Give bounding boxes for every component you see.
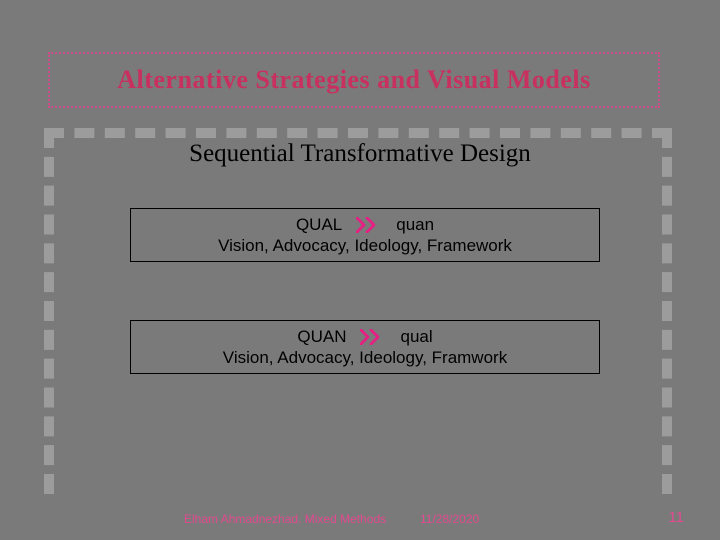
page-title: Alternative Strategies and Visual Models	[117, 65, 591, 95]
box2-sub: Vision, Advocacy, Ideology, Framwork	[223, 348, 507, 368]
footer-page: 11	[668, 509, 684, 526]
subtitle: Sequential Transformative Design	[0, 140, 720, 168]
box2-row: QUAN qual	[297, 327, 432, 347]
design-box-1: QUAL quan Vision, Advocacy, Ideology, Fr…	[130, 208, 600, 262]
box1-sub: Vision, Advocacy, Ideology, Framework	[218, 236, 512, 256]
box2-left: QUAN	[297, 327, 346, 347]
double-chevron-icon	[356, 217, 382, 233]
footer-date: 11/28/2020	[420, 512, 479, 526]
box1-row: QUAL quan	[296, 215, 434, 235]
design-box-2: QUAN qual Vision, Advocacy, Ideology, Fr…	[130, 320, 600, 374]
box2-right: qual	[400, 327, 432, 347]
title-box: Alternative Strategies and Visual Models	[48, 52, 660, 108]
double-chevron-icon	[360, 329, 386, 345]
dashed-frame	[44, 128, 672, 494]
box1-right: quan	[396, 215, 434, 235]
footer-author: Elham Ahmadnezhad. Mixed Methods	[184, 512, 386, 526]
box1-left: QUAL	[296, 215, 342, 235]
